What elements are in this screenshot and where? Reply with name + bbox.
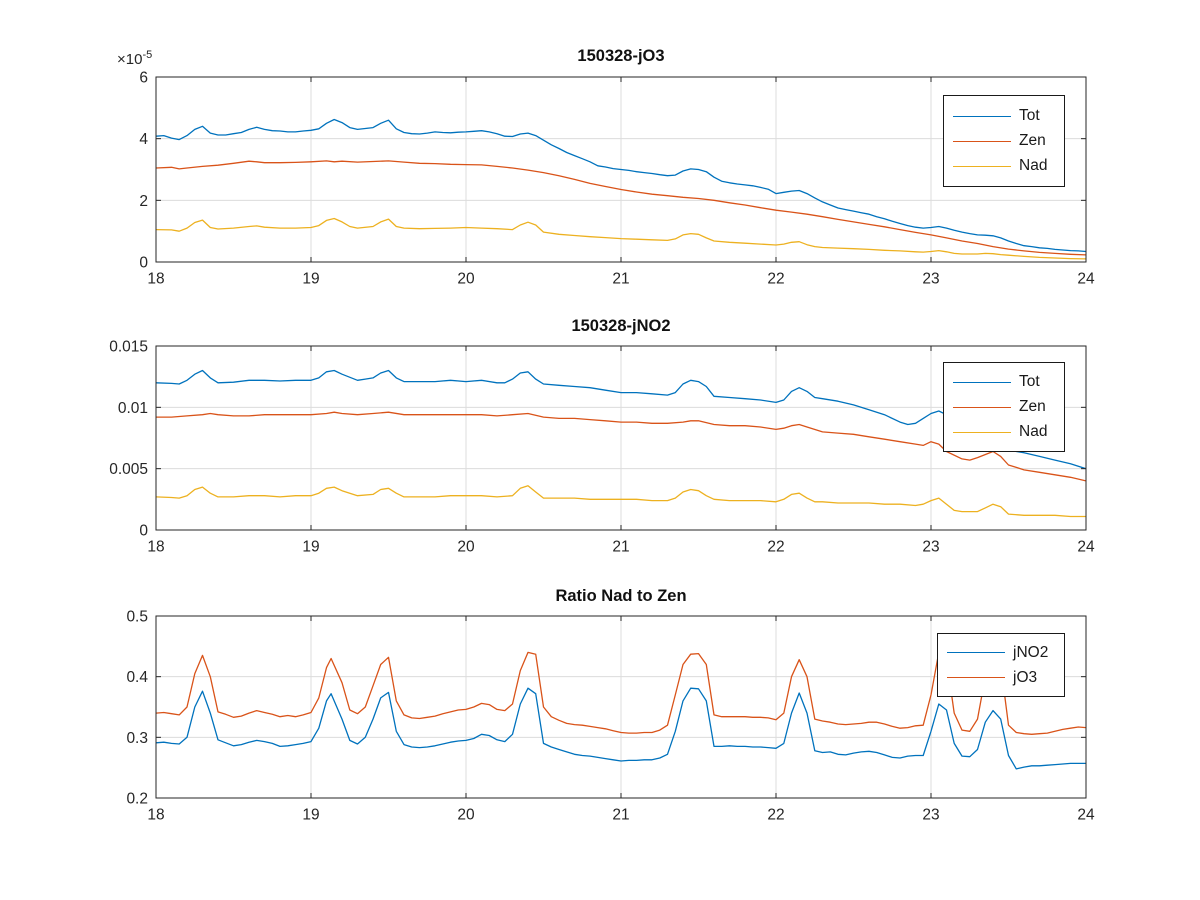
- 150328-jo3-tot-line: [156, 118, 1086, 253]
- x-tick-label: 24: [1077, 539, 1095, 556]
- legend-item-tot: Tot: [944, 370, 1064, 395]
- legend-label: Zen: [1019, 132, 1046, 149]
- y-tick-label: 0.4: [126, 669, 148, 686]
- x-tick-label: 18: [147, 539, 164, 556]
- tot-line-sample: [953, 115, 1011, 117]
- x-tick-label: 19: [302, 807, 319, 824]
- legend-label: Tot: [1019, 107, 1040, 124]
- x-tick-label: 18: [147, 807, 164, 824]
- subplot1-title: 150328-jO3: [577, 47, 665, 65]
- y-tick-label: 0.5: [126, 609, 148, 626]
- y-tick-label: 4: [139, 131, 148, 148]
- legend-item-zen: Zen: [944, 129, 1064, 154]
- y-tick-label: 0: [139, 523, 148, 540]
- legend-label: Zen: [1019, 398, 1046, 415]
- subplot2-legend: Tot Zen Nad: [943, 362, 1065, 452]
- legend-item-nad: Nad: [944, 154, 1064, 179]
- y-tick-label: 0.01: [118, 400, 148, 417]
- x-tick-label: 19: [302, 271, 319, 288]
- subplot3-legend: jNO2 jO3: [937, 633, 1065, 697]
- subplot3-title: Ratio Nad to Zen: [555, 587, 687, 605]
- legend-label: jO3: [1013, 668, 1038, 686]
- y-tick-label: 0.2: [126, 791, 148, 808]
- x-tick-label: 20: [457, 807, 475, 824]
- x-tick-label: 23: [922, 271, 939, 288]
- y-axis-exponent-label: ×10-5: [117, 49, 153, 68]
- x-tick-label: 21: [612, 807, 629, 824]
- zen-line-sample: [953, 406, 1011, 408]
- 150328-jno2-zen-line: [156, 411, 1086, 482]
- ratio-nad-to-zen-jno2-line: [156, 687, 1086, 770]
- nad-line-sample: [953, 165, 1011, 167]
- x-tick-label: 22: [767, 271, 784, 288]
- x-tick-label: 23: [922, 539, 939, 556]
- legend-label: Tot: [1019, 373, 1040, 390]
- x-tick-label: 23: [922, 807, 939, 824]
- 150328-jo3-zen-line: [156, 160, 1086, 256]
- x-tick-label: 24: [1077, 271, 1095, 288]
- jno2-line-sample: [947, 652, 1005, 653]
- subplot2-title: 150328-jNO2: [571, 317, 671, 335]
- x-tick-label: 21: [612, 271, 629, 288]
- x-tick-label: 19: [302, 539, 319, 556]
- x-tick-label: 18: [147, 271, 164, 288]
- y-tick-label: 2: [139, 193, 148, 210]
- 150328-jo3-nad-line: [156, 217, 1086, 260]
- x-tick-label: 20: [457, 271, 475, 288]
- 150328-jno2-tot-line: [156, 369, 1086, 470]
- x-tick-label: 24: [1077, 807, 1095, 824]
- x-tick-label: 22: [767, 539, 784, 556]
- y-tick-label: 0.005: [109, 461, 148, 478]
- legend-item-tot: Tot: [944, 104, 1064, 129]
- legend-item-zen: Zen: [944, 395, 1064, 420]
- y-tick-label: 6: [139, 70, 148, 87]
- legend-item-nad: Nad: [944, 420, 1064, 445]
- nad-line-sample: [953, 431, 1011, 433]
- x-tick-label: 20: [457, 539, 475, 556]
- x-tick-label: 21: [612, 539, 629, 556]
- legend-item-jo3: jO3: [938, 665, 1064, 690]
- subplot-2: 18 19 20 21 22 23 24 0 0.005 0.01 0.015: [109, 339, 1095, 556]
- ratio-nad-to-zen-jo3-line: [156, 651, 1086, 735]
- y-tick-label: 0.3: [126, 730, 148, 747]
- y-tick-label: 0.015: [109, 339, 148, 356]
- subplot1-legend: Tot Zen Nad: [943, 95, 1065, 187]
- legend-label: jNO2: [1013, 643, 1049, 661]
- x-tick-label: 22: [767, 807, 784, 824]
- tot-line-sample: [953, 381, 1011, 383]
- subplot-3: 18 19 20 21 22 23 24 0.2 0.3 0.4 0.5: [126, 609, 1095, 824]
- y-tick-label: 0: [139, 255, 148, 272]
- legend-label: Nad: [1019, 157, 1048, 174]
- legend-item-jno2: jNO2: [938, 640, 1064, 665]
- 150328-jno2-nad-line: [156, 485, 1086, 518]
- jo3-line-sample: [947, 677, 1005, 678]
- zen-line-sample: [953, 140, 1011, 142]
- legend-label: Nad: [1019, 423, 1048, 440]
